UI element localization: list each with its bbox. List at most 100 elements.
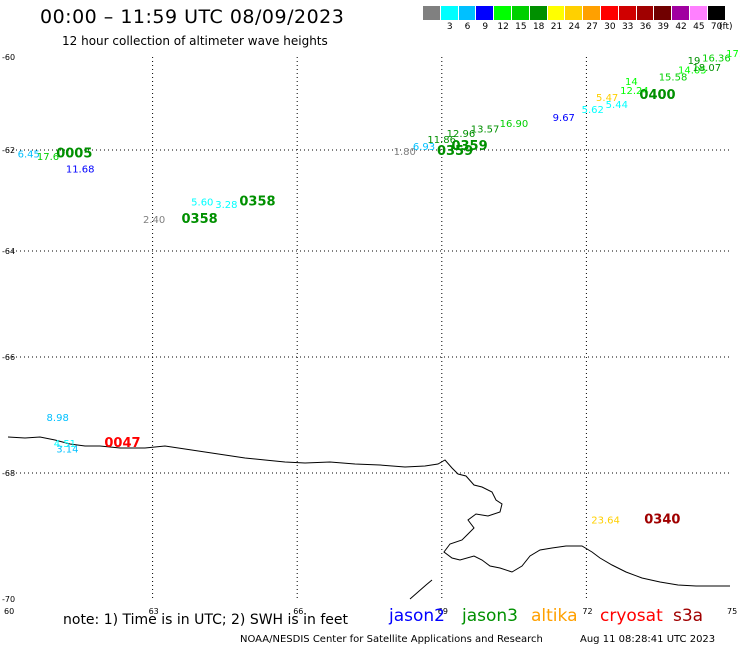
wave-height-value: 19 [688,56,701,67]
legend-label: 15 [515,22,527,32]
generated-timestamp: Aug 11 08:28:41 UTC 2023 [580,634,716,645]
legend-bin: 39 [654,6,673,32]
wave-height-value: 5.60 [191,198,213,209]
legend-bin: 36 [636,6,655,32]
longitude-label: 60 [4,607,14,616]
legend-label: 3 [446,22,453,32]
wave-height-value: 4.51 [54,439,76,450]
legend-bin: 42 [672,6,690,32]
wave-height-value: 16.36 [702,54,731,65]
wave-height-value: 1.80 [394,147,416,158]
latitude-label: -64 [2,247,15,256]
pass-time-label: 0400 [639,88,675,103]
legend-label: 9 [482,22,489,32]
wave-height-value: 17.22 [726,49,740,60]
legend-bin: 3 [440,6,459,32]
wave-height-value: 11.68 [66,165,95,176]
latitude-label: -66 [2,353,15,362]
legend-bin: 9 [476,6,495,32]
legend-label: 45 [693,22,705,32]
wave-height-value: 5.44 [606,100,628,111]
wave-height-value: 3.28 [215,200,237,211]
legend-swatch [476,6,495,20]
legend-swatch [494,6,512,20]
legend-bin: 30 [600,6,619,32]
wave-height-value: 18.07 [692,63,721,74]
legend-bin: 18 [529,6,548,32]
legend-label: 36 [639,22,652,32]
legend-swatch [672,6,690,20]
legend-swatch [689,6,708,20]
legend-swatch [618,6,637,20]
map-subtitle: 12 hour collection of altimeter wave hei… [62,34,328,48]
legend-swatch [529,6,548,20]
pass-time-label: 0358 [239,195,275,210]
legend-swatch [600,6,619,20]
antarctic-coastline [7,436,730,587]
satellite-jason2: jason2 [389,606,445,626]
wave-height-value: 14.05 [678,65,707,76]
latitude-label: -60 [2,53,15,62]
credit-text: NOAA/NESDIS Center for Satellite Applica… [240,634,543,645]
legend-bin: 21 [547,6,566,32]
legend-bin: 24 [565,6,584,32]
satellite-s3a: s3a [673,606,704,626]
legend-bin: 12 [494,6,512,32]
legend-label: 12 [497,22,509,32]
wave-height-value: 5.62 [582,105,604,116]
wave-height-value: 6.45 [18,150,40,161]
longitude-label: 66 [293,607,303,616]
longitude-label: 63 [149,607,159,616]
pass-time-label: 0047 [104,436,140,451]
wave-height-value: 11.86 [427,135,456,146]
longitude-label: 72 [582,607,592,616]
wave-height-value: 12.24 [620,86,649,97]
footer-credit-line: NOAA/NESDIS Center for Satellite Applica… [240,634,715,645]
legend-swatch [423,6,441,20]
latitude-label: -68 [2,469,15,478]
latitude-label: -62 [2,146,15,155]
legend-swatch [707,6,726,20]
pass-time-label: 0358 [182,212,218,227]
legend-label: 39 [657,22,669,32]
coastline-fragment [409,579,433,600]
legend-bin: 15 [511,6,530,32]
legend-label: 70 [710,22,723,32]
wave-height-color-legend: 3 6 9 12 15 18 21 24 27 30 33 36 39 42 45 70 [423,6,726,32]
legend-swatch [547,6,566,20]
footer-note: note: 1) Time is in UTC; 2) SWH is in fe… [63,612,349,628]
pass-time-label: 0359 [451,139,487,154]
legend-swatch [440,6,459,20]
wave-height-value: 9.67 [553,113,575,124]
legend-unit: (ft) [719,22,733,32]
legend-label: 27 [586,22,598,32]
legend-label: 18 [532,22,545,32]
wave-height-value: 2.40 [143,215,165,226]
legend-swatch [458,6,477,20]
satellite-jason3: jason3 [462,606,518,626]
longitude-label: 69 [438,607,448,616]
map-title: 00:00 – 11:59 UTC 08/09/2023 [40,6,345,28]
legend-bin: 27 [583,6,601,32]
legend-swatch [511,6,530,20]
legend-bin: 33 [618,6,637,32]
legend-bin: 70 [707,6,726,32]
legend-bin: 6 [458,6,477,32]
wave-height-value: 13.57 [471,124,500,135]
satellite-altika: altika [531,606,578,626]
legend-swatch [636,6,655,20]
satellite-cryosat: cryosat [600,606,663,626]
legend-bin: 45 [689,6,708,32]
legend-label: 33 [621,22,634,32]
wave-height-value: 6.93 [413,142,435,153]
wave-height-value: 14 [625,77,638,88]
pass-time-label: 0340 [644,512,680,527]
wave-height-value: 23.64 [591,515,620,526]
pass-time-label: 0359 [437,144,473,159]
legend-label: 30 [604,22,616,32]
legend-label: 42 [675,22,687,32]
legend-swatch [565,6,584,20]
latitude-label: -70 [2,595,15,604]
pass-time-label: 0005 [56,147,92,162]
